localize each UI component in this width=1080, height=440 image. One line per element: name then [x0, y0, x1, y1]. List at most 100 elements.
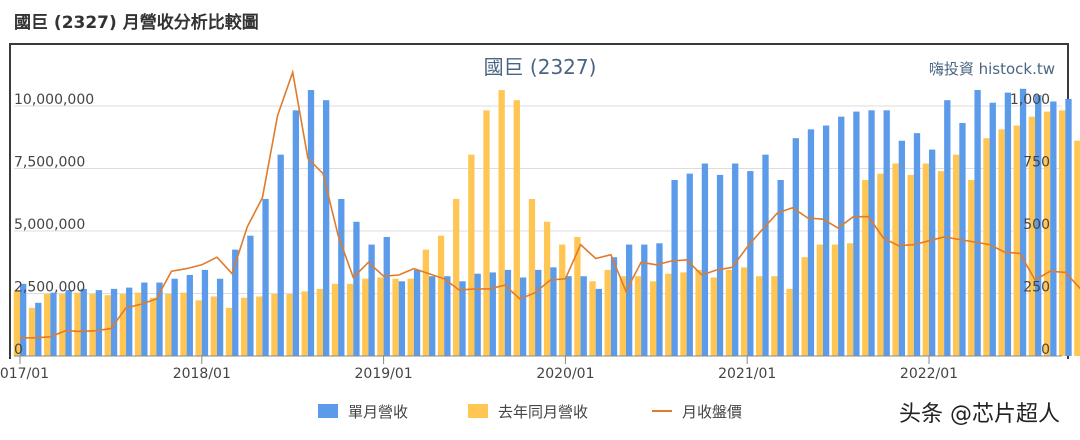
- bar-monthly: [80, 288, 87, 356]
- bar-last-year: [74, 292, 81, 356]
- bar-last-year: [892, 163, 899, 356]
- y-right-tick-label: 500: [1023, 217, 1050, 233]
- bar-last-year: [210, 296, 217, 356]
- bar-monthly: [580, 276, 587, 356]
- bar-last-year: [362, 278, 369, 356]
- bar-monthly: [35, 302, 42, 356]
- y-right-tick-label: 750: [1023, 155, 1050, 171]
- bar-last-year: [710, 277, 717, 356]
- legend-monthly[interactable]: 單月營收: [318, 400, 408, 422]
- bar-monthly: [883, 110, 890, 356]
- x-tick-label: 2021/01: [718, 366, 776, 382]
- bar-monthly: [1065, 98, 1072, 357]
- y-right-tick-label: 250: [1023, 280, 1050, 296]
- bar-last-year: [665, 273, 672, 356]
- bars: [13, 88, 1080, 357]
- bar-last-year: [831, 244, 839, 356]
- bar-last-year: [422, 249, 430, 356]
- bar-monthly: [292, 110, 299, 356]
- bar-last-year: [528, 198, 536, 356]
- bar-monthly: [519, 277, 527, 356]
- legend-monthly-swatch: [318, 404, 338, 418]
- bar-monthly: [626, 244, 633, 356]
- bar-monthly: [838, 116, 845, 357]
- bar-monthly: [868, 110, 875, 356]
- bar-monthly: [701, 163, 709, 356]
- bar-monthly: [141, 282, 148, 356]
- bar-last-year: [983, 138, 990, 356]
- bar-monthly: [323, 100, 330, 356]
- bar-last-year: [589, 281, 596, 356]
- bar-last-year: [1028, 116, 1036, 357]
- bar-last-year: [301, 291, 308, 356]
- y-right-tick-label: 0: [1041, 342, 1050, 358]
- bar-last-year: [801, 257, 808, 356]
- y-left-tick-label: 5,000,000: [14, 217, 85, 233]
- bar-last-year: [165, 293, 172, 356]
- bar-monthly: [338, 198, 345, 356]
- bar-last-year: [619, 276, 626, 356]
- watermark: 头条 @芯片超人: [899, 402, 1060, 427]
- bar-monthly: [792, 138, 799, 356]
- chart-subtitle: 嗨投資 histock.tw: [929, 60, 1055, 78]
- bar-last-year: [180, 292, 187, 356]
- bar-last-year: [968, 179, 975, 356]
- bar-last-year: [271, 293, 278, 356]
- bar-monthly: [353, 221, 360, 356]
- bar-last-year: [377, 277, 384, 356]
- bar-last-year: [953, 154, 960, 356]
- bar-last-year: [195, 300, 202, 356]
- bar-monthly: [807, 129, 815, 356]
- bar-last-year: [513, 100, 520, 356]
- page-title: 國巨 (2327) 月營收分析比較圖: [14, 13, 259, 33]
- bar-monthly: [898, 140, 905, 356]
- bar-monthly: [929, 149, 936, 356]
- bar-last-year: [13, 290, 20, 356]
- bar-last-year: [862, 179, 869, 356]
- x-tick-label: 2020/01: [536, 366, 594, 382]
- bar-last-year: [150, 297, 157, 356]
- bar-monthly: [747, 171, 754, 356]
- bar-monthly: [186, 274, 193, 356]
- bar-monthly: [535, 269, 542, 356]
- bar-monthly: [504, 269, 512, 356]
- bar-monthly: [201, 269, 209, 356]
- bar-last-year: [740, 267, 748, 356]
- bar-last-year: [44, 293, 51, 356]
- bar-last-year: [134, 292, 142, 356]
- x-tick-label: 2018/01: [173, 366, 231, 382]
- bar-monthly: [413, 269, 421, 356]
- y-left-tick-label: 10,000,000: [14, 92, 94, 108]
- bar-monthly: [550, 267, 557, 356]
- bar-last-year: [1059, 110, 1066, 356]
- bar-last-year: [89, 293, 96, 356]
- bar-monthly: [686, 173, 693, 356]
- legend-last-year-label: 去年同月營收: [498, 402, 589, 421]
- bar-monthly: [95, 290, 103, 356]
- bar-monthly: [232, 249, 239, 356]
- bar-last-year: [1074, 140, 1080, 356]
- bar-monthly: [716, 174, 724, 356]
- bar-monthly: [307, 90, 315, 356]
- bar-last-year: [771, 276, 778, 356]
- bar-last-year: [104, 295, 111, 356]
- bar-last-year: [240, 297, 248, 356]
- bar-last-year: [604, 269, 611, 356]
- bar-last-year: [59, 293, 66, 356]
- legend-last-year[interactable]: 去年同月營收: [468, 400, 588, 422]
- bar-last-year: [998, 129, 1005, 356]
- bar-last-year: [725, 269, 733, 356]
- legend-price[interactable]: 月收盤價: [652, 400, 742, 422]
- bar-monthly: [216, 278, 224, 356]
- bar-monthly: [762, 154, 769, 356]
- bar-monthly: [383, 236, 390, 356]
- legend-monthly-label: 單月營收: [348, 402, 409, 421]
- bar-last-year: [543, 221, 551, 356]
- bar-last-year: [256, 296, 263, 356]
- bar-monthly: [50, 292, 57, 356]
- y-left-tick-label: 2,500,000: [14, 280, 85, 296]
- bar-last-year: [846, 243, 854, 356]
- bar-last-year: [392, 278, 399, 356]
- bar-monthly: [671, 179, 678, 356]
- legend-price-label: 月收盤價: [682, 402, 743, 421]
